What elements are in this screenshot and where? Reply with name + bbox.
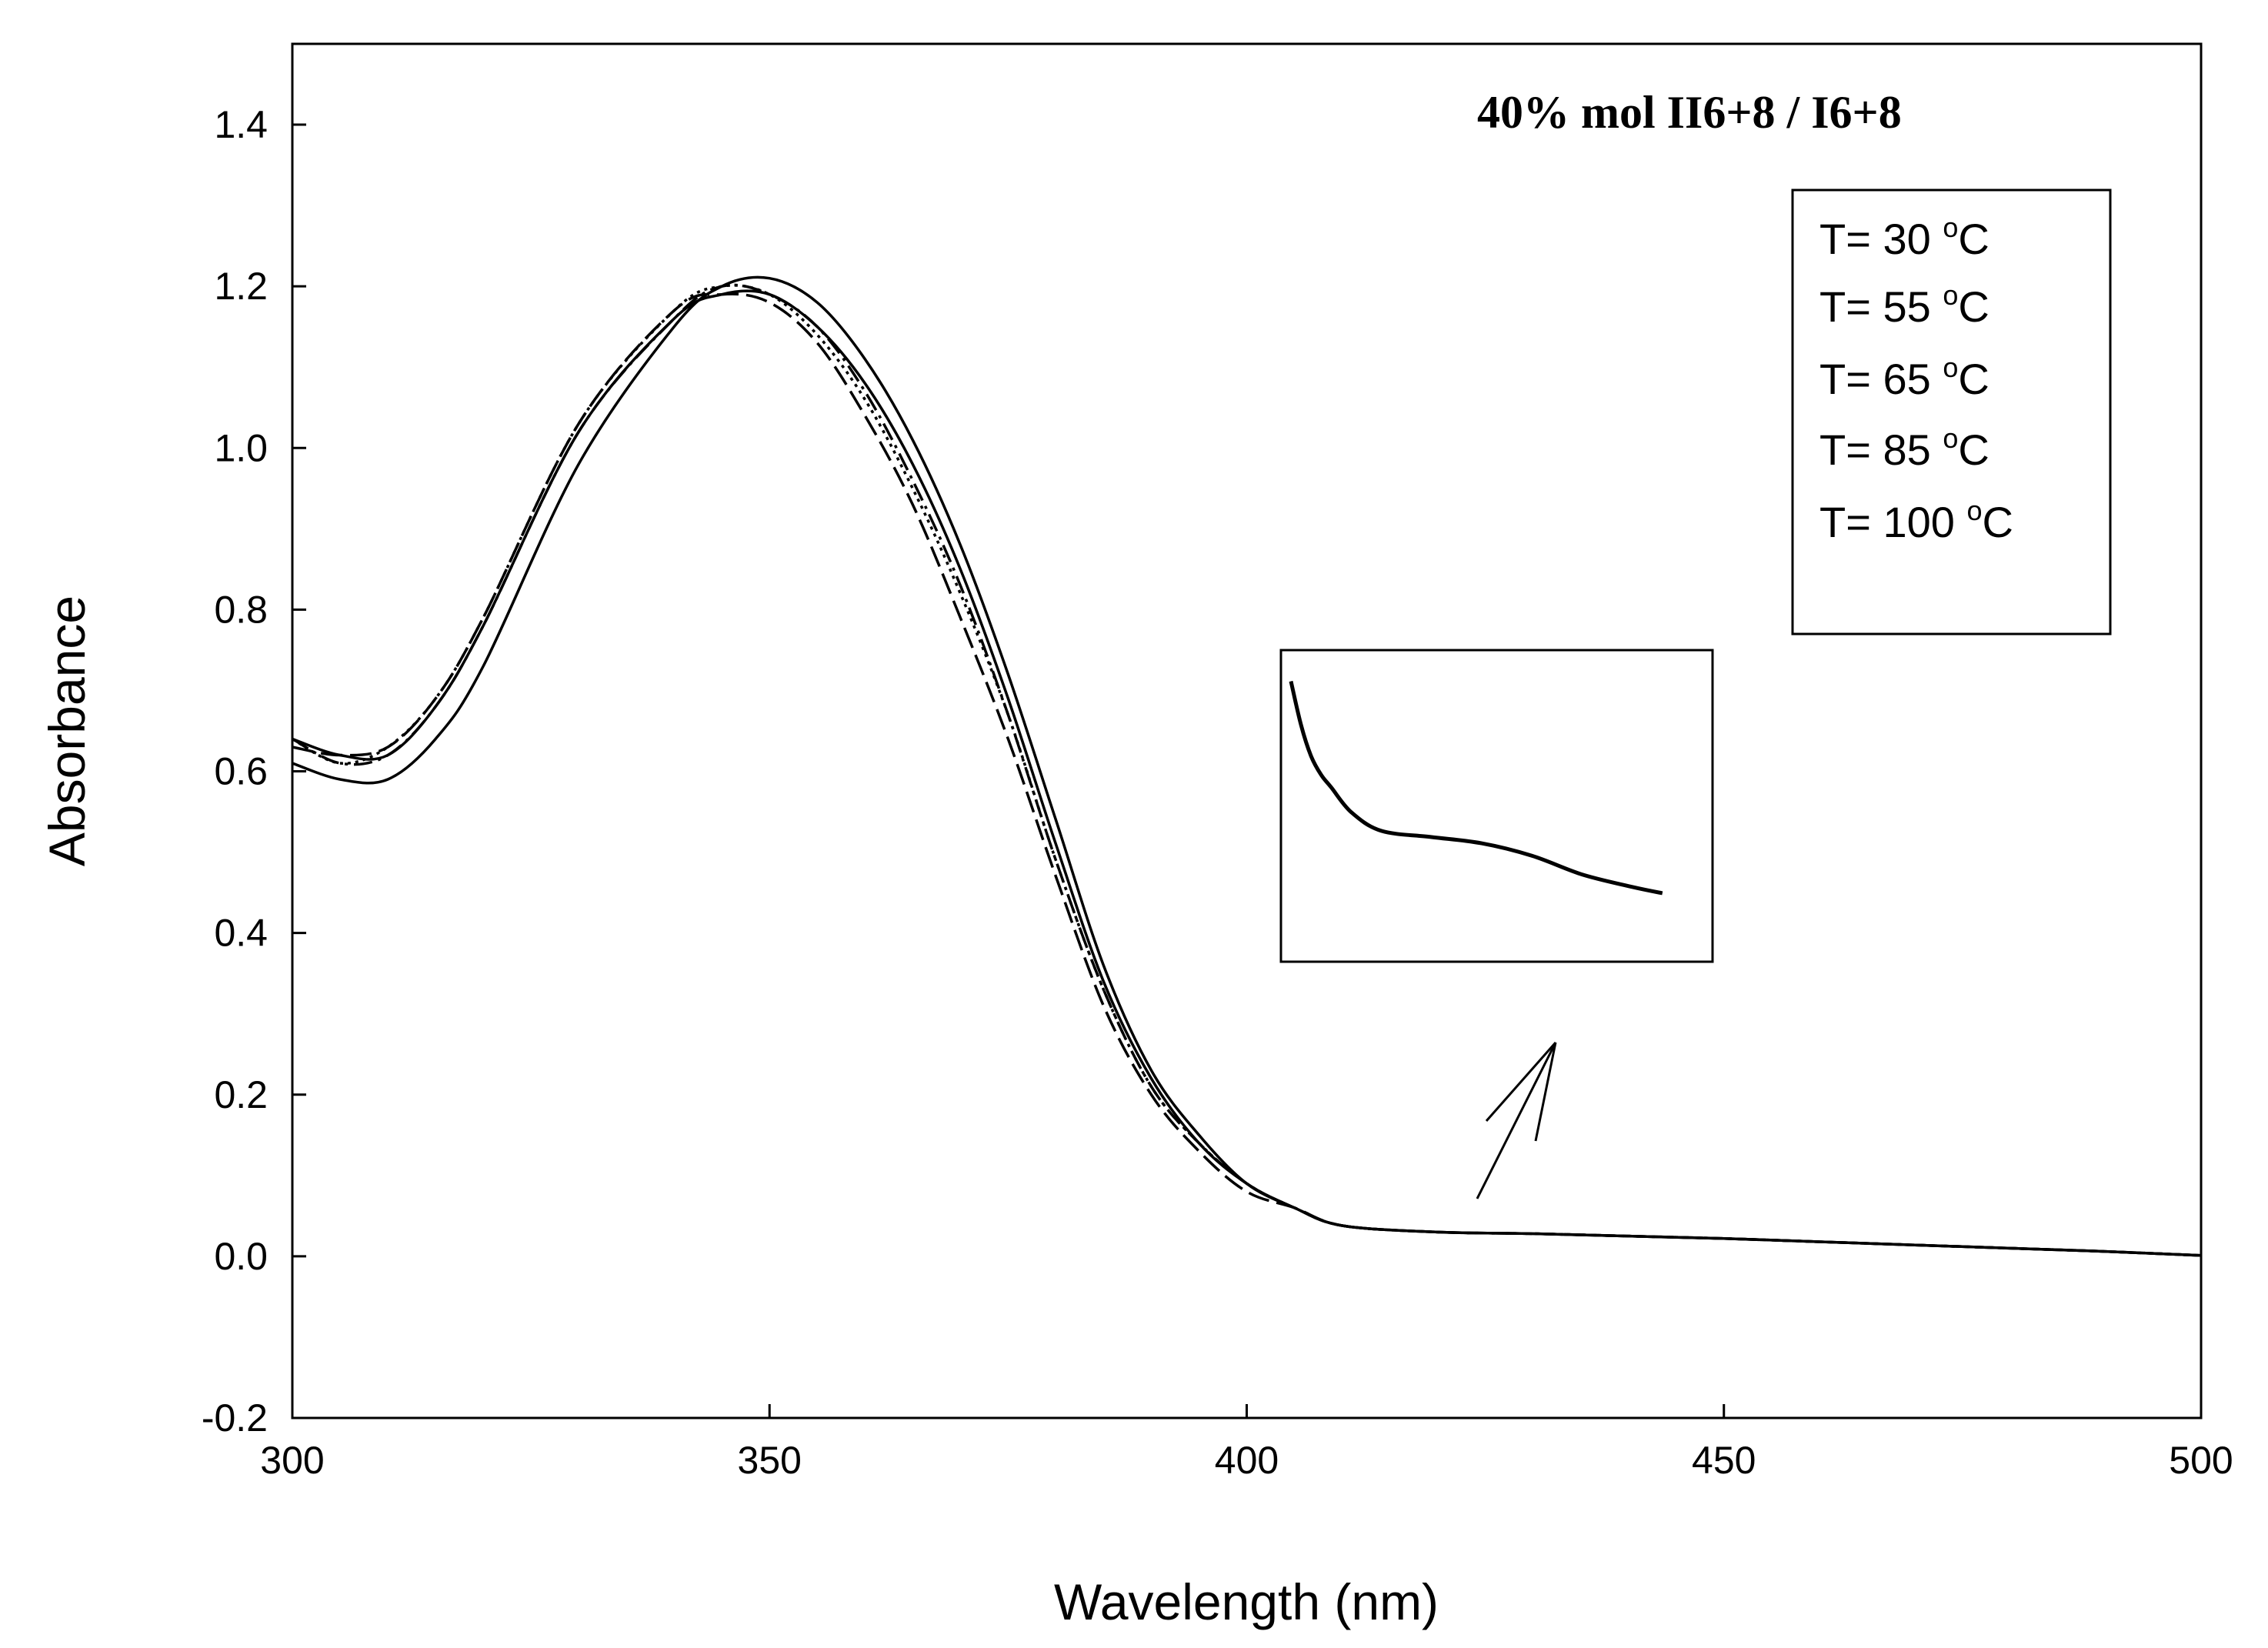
legend-entry: T= 100 oC — [1819, 495, 2013, 546]
x-tick-label: 400 — [1215, 1439, 1279, 1482]
inset-frame — [1279, 649, 1714, 963]
y-tick-label: 0.0 — [214, 1235, 268, 1278]
y-tick-label: 0.6 — [214, 750, 268, 793]
series-line — [292, 283, 2202, 1257]
y-tick-label: 0.4 — [214, 912, 268, 955]
legend-entry: T= 30 oC — [1819, 212, 1990, 263]
arrow-to-inset — [1476, 1042, 1557, 1199]
legend-entry: T= 85 oC — [1819, 422, 1990, 474]
legend-entry: T= 65 oC — [1819, 352, 1990, 403]
y-axis-title: Absorbance — [38, 595, 95, 866]
x-tick-label: 350 — [738, 1439, 802, 1482]
y-tick-label: 1.2 — [214, 265, 268, 308]
legend: T= 30 oC T= 55 oC T= 65 oC T= 85 oC T= 100 o… — [1819, 212, 2013, 546]
chart-title: 40% mol II6+8 / I6+8 — [1477, 87, 1902, 138]
x-axis: 300 350 400 450 500 — [260, 1404, 2233, 1482]
y-axis: -0.2 0.0 0.2 0.4 0.6 0.8 1.0 1.2 1.4 — [202, 103, 306, 1439]
y-tick-label: 0.2 — [214, 1073, 268, 1116]
x-tick-label: 300 — [260, 1439, 324, 1482]
legend-entry: T= 55 oC — [1819, 279, 1990, 331]
y-tick-label: -0.2 — [202, 1396, 268, 1439]
inset-curve — [1289, 680, 1663, 896]
x-tick-label: 500 — [2169, 1439, 2233, 1482]
y-tick-label: 1.0 — [214, 426, 268, 469]
x-tick-label: 450 — [1692, 1439, 1756, 1482]
x-axis-title: Wavelength (nm) — [1054, 1573, 1439, 1630]
legend-box — [1791, 188, 2112, 636]
series-layer — [292, 275, 2202, 1257]
y-tick-label: 0.8 — [214, 588, 268, 631]
y-tick-label: 1.4 — [214, 103, 268, 146]
